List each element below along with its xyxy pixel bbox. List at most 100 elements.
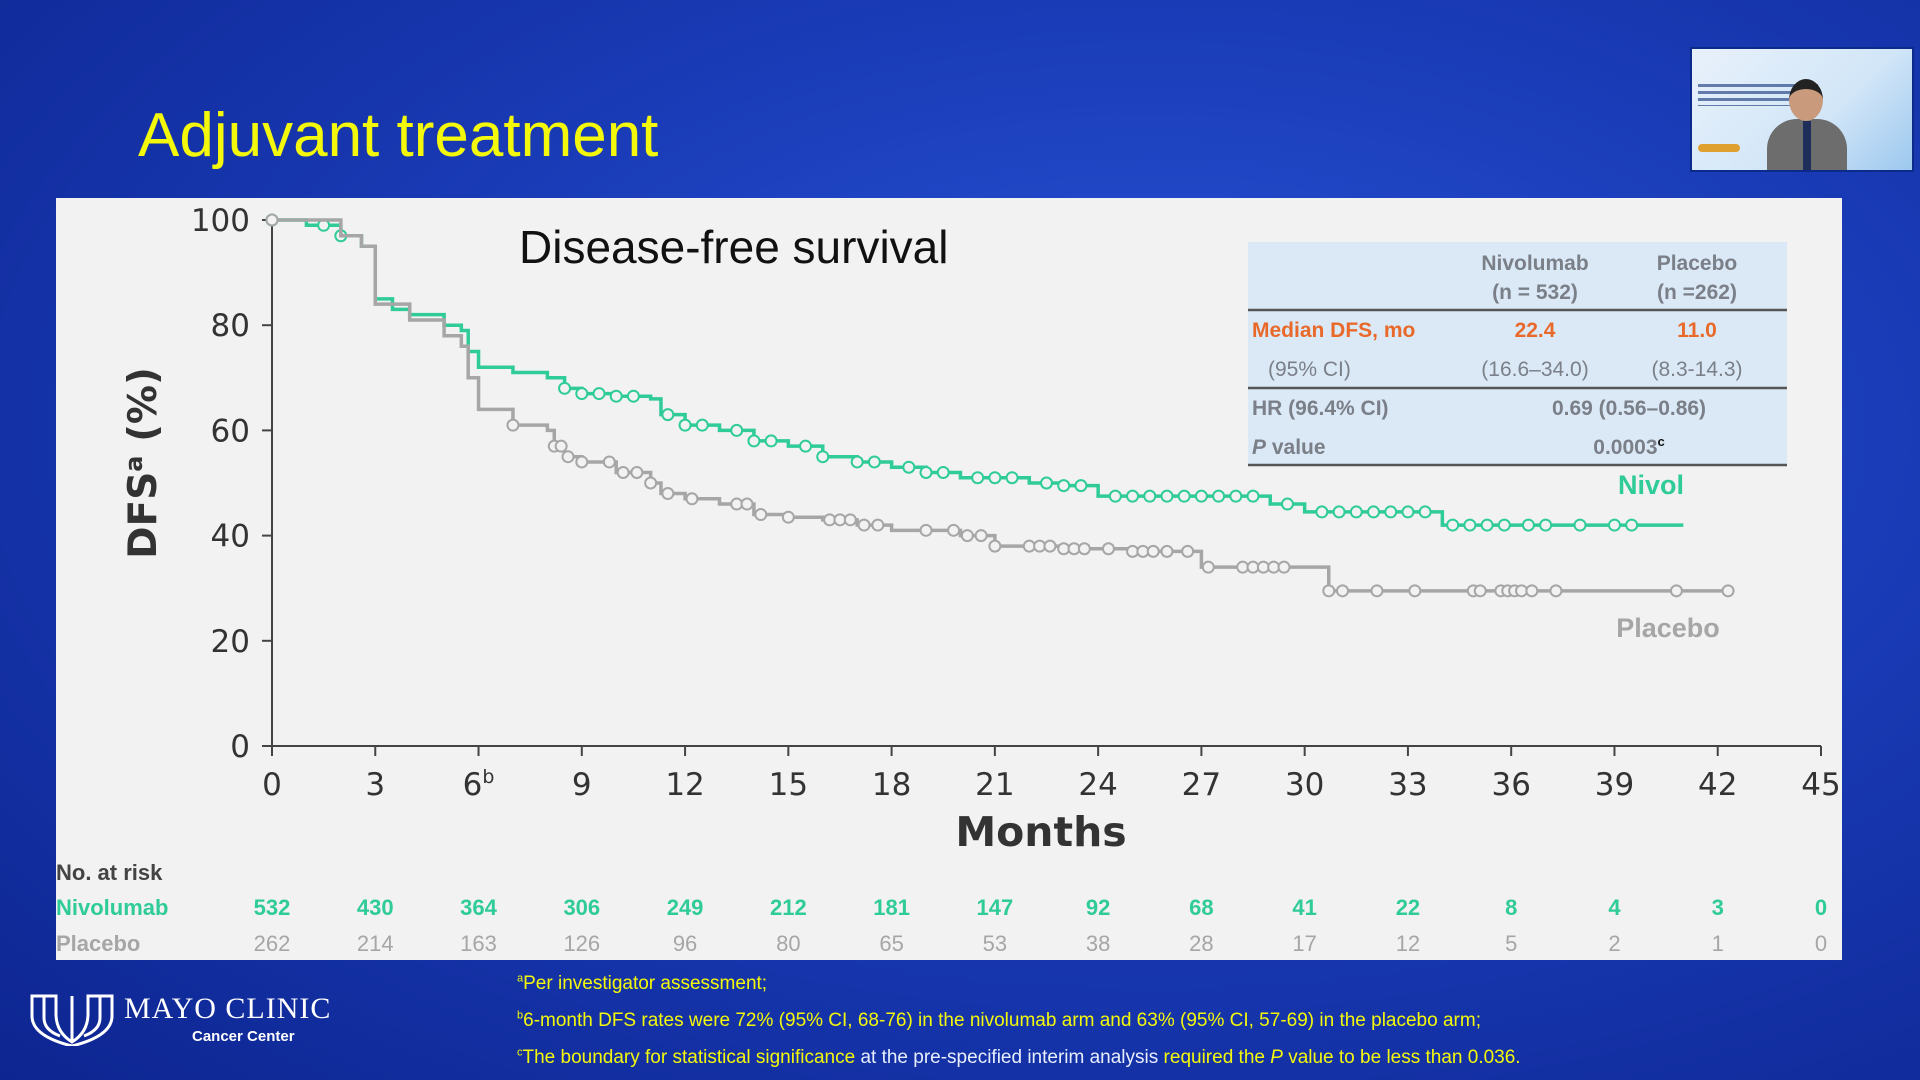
censor-mark-nivol <box>850 455 864 469</box>
censor-mark-placebo <box>1721 584 1735 598</box>
x-tick-label: 39 <box>1595 767 1634 803</box>
risk-count-nivolumab: 212 <box>770 895 807 920</box>
censor-mark-placebo <box>1549 584 1563 598</box>
censor-mark-nivol <box>1384 505 1398 519</box>
censor-mark-placebo <box>630 465 644 479</box>
risk-count-placebo: 163 <box>460 931 497 956</box>
censor-mark-placebo <box>754 508 768 522</box>
censor-mark-nivol <box>1212 489 1226 503</box>
censor-mark-nivol <box>936 465 950 479</box>
risk-count-nivolumab: 92 <box>1086 895 1110 920</box>
censor-mark-placebo <box>506 418 520 432</box>
risk-count-placebo: 5 <box>1505 931 1517 956</box>
censor-mark-placebo <box>1101 542 1115 556</box>
censor-mark-placebo <box>265 213 279 227</box>
censor-mark-placebo <box>575 455 589 469</box>
risk-count-placebo: 17 <box>1292 931 1316 956</box>
censor-mark-nivol <box>1246 489 1260 503</box>
presenter-video-thumbnail[interactable] <box>1690 47 1914 172</box>
censor-mark-nivol <box>867 455 881 469</box>
risk-count-nivolumab: 3 <box>1712 895 1724 920</box>
censor-mark-nivol <box>609 389 623 403</box>
footnote-a: aPer investigator assessment; <box>517 972 768 994</box>
censor-mark-nivol <box>1625 518 1639 532</box>
censor-mark-placebo <box>1370 584 1384 598</box>
x-tick-label: 27 <box>1182 767 1221 803</box>
censor-mark-placebo <box>1201 560 1215 574</box>
risk-count-placebo: 1 <box>1712 931 1724 956</box>
x-tick-label: 15 <box>769 767 808 803</box>
risk-count-placebo: 28 <box>1189 931 1213 956</box>
censor-mark-nivol <box>1367 505 1381 519</box>
censor-mark-nivol <box>1315 505 1329 519</box>
risk-count-placebo: 96 <box>673 931 697 956</box>
censor-mark-placebo <box>616 465 630 479</box>
x-tick-label: 6b <box>463 766 495 803</box>
ci-placebo: (8.3-14.3) <box>1651 358 1742 381</box>
censor-mark-placebo <box>1336 584 1350 598</box>
censor-mark-placebo <box>960 529 974 543</box>
censor-mark-nivol <box>1463 518 1477 532</box>
x-tick-label: 18 <box>872 767 911 803</box>
censor-mark-placebo <box>661 487 675 501</box>
censor-mark-nivol <box>575 387 589 401</box>
censor-mark-nivol <box>1229 489 1243 503</box>
mayo-shield-icon <box>30 994 114 1046</box>
legend-label-placebo: Placebo <box>1616 613 1720 643</box>
logo-subtitle: Cancer Center <box>192 1028 295 1045</box>
median-placebo: 11.0 <box>1677 319 1717 342</box>
censor-mark-nivol <box>799 439 813 453</box>
video-background-banner <box>1698 84 1818 106</box>
censor-mark-placebo <box>1669 584 1683 598</box>
video-background-badge <box>1698 144 1740 152</box>
x-axis-label: Months <box>955 808 1126 856</box>
legend-label-nivol: Nivol <box>1618 470 1684 500</box>
y-tick-label: 40 <box>211 519 250 555</box>
risk-row-label: Nivolumab <box>56 895 168 920</box>
censor-mark-nivol <box>695 418 709 432</box>
censor-mark-nivol <box>919 465 933 479</box>
censor-mark-nivol <box>902 460 916 474</box>
censor-mark-nivol <box>1040 476 1053 490</box>
hr-label: HR (96.4% CI) <box>1252 397 1389 420</box>
slide-title: Adjuvant treatment <box>138 101 659 170</box>
risk-count-nivolumab: 430 <box>357 895 394 920</box>
risk-count-nivolumab: 147 <box>977 895 1014 920</box>
risk-count-nivolumab: 306 <box>563 895 600 920</box>
censor-mark-placebo <box>740 497 754 511</box>
risk-count-placebo: 262 <box>254 931 291 956</box>
placebo-header: Placebo <box>1657 252 1738 275</box>
risk-count-nivolumab: 181 <box>873 895 910 920</box>
censor-mark-placebo <box>1525 584 1539 598</box>
x-tick-label: 45 <box>1801 767 1840 803</box>
chart-title: Disease-free survival <box>519 221 948 273</box>
placebo-header-n: (n =262) <box>1657 281 1737 304</box>
y-tick-label: 20 <box>211 624 250 660</box>
x-tick-label: 3 <box>365 767 385 803</box>
risk-count-nivolumab: 41 <box>1292 895 1316 920</box>
censor-mark-nivol <box>988 471 1002 485</box>
censor-mark-placebo <box>1181 544 1195 558</box>
censor-mark-nivol <box>1497 518 1511 532</box>
risk-count-nivolumab: 364 <box>460 895 497 920</box>
censor-mark-placebo <box>644 476 658 490</box>
censor-mark-placebo <box>1322 584 1336 598</box>
stats-table-bg <box>1248 242 1787 465</box>
risk-count-nivolumab: 22 <box>1396 895 1420 920</box>
nivo-header: Nivolumab <box>1481 252 1588 275</box>
risk-count-placebo: 80 <box>776 931 800 956</box>
censor-mark-nivol <box>816 450 830 464</box>
censor-mark-nivol <box>558 381 572 395</box>
censor-mark-nivol <box>1539 518 1553 532</box>
risk-row-label: Placebo <box>56 931 140 956</box>
risk-count-placebo: 2 <box>1608 931 1620 956</box>
censor-mark-nivol <box>661 408 675 422</box>
censor-mark-placebo <box>871 518 885 532</box>
censor-mark-nivol <box>1418 505 1432 519</box>
censor-mark-nivol <box>1126 489 1140 503</box>
presenter-figure <box>1767 79 1847 170</box>
y-tick-label: 80 <box>211 308 250 344</box>
median-nivo: 22.4 <box>1515 319 1556 342</box>
censor-mark-nivol <box>1108 489 1122 503</box>
